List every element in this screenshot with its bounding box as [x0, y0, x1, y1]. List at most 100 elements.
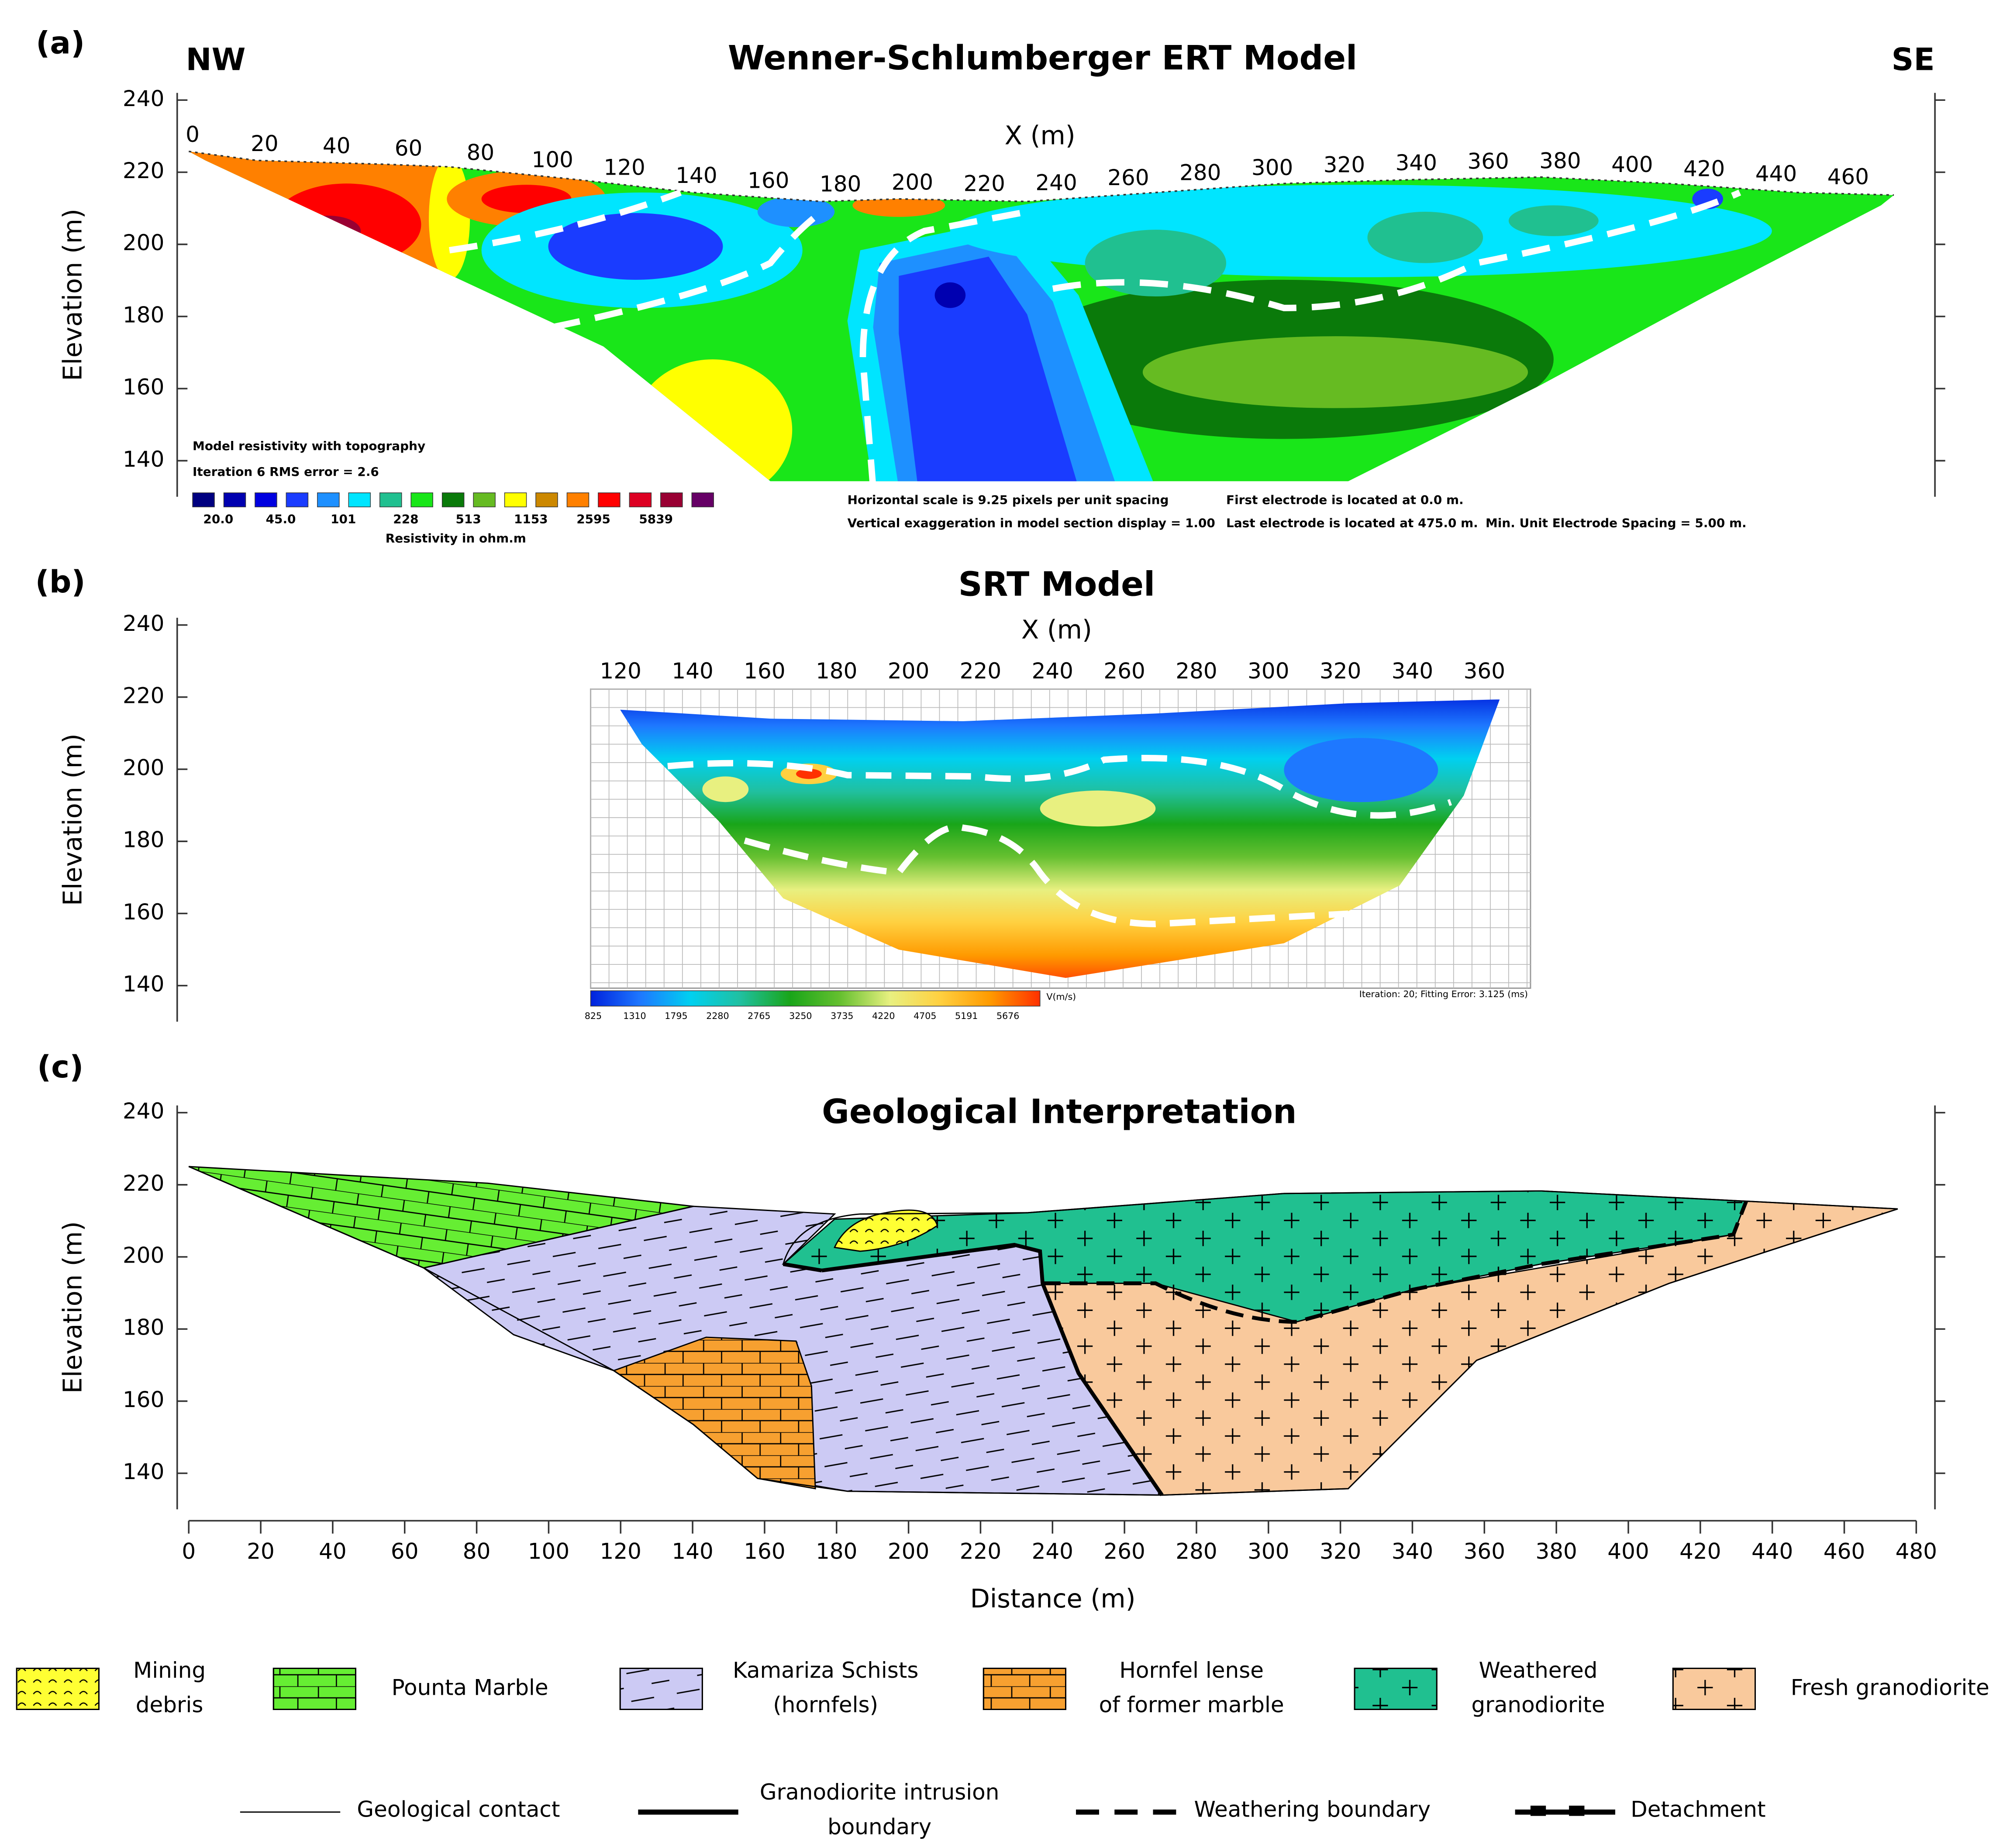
legend-line: boundary — [827, 1814, 931, 1839]
y-tick-label: 240 — [123, 611, 164, 636]
x-tick-label: 420 — [1683, 156, 1725, 182]
y-tick-label: 160 — [123, 899, 164, 925]
legend-line: Kamariza Schists — [733, 1657, 918, 1683]
y-tick-label: 140 — [123, 1459, 164, 1484]
x-tick-label: 0 — [182, 1538, 196, 1564]
note: Model resistivity with topography — [193, 439, 425, 453]
info-text: Last electrode is located at 475.0 m. — [1226, 516, 1478, 530]
y-tick-label: 220 — [123, 158, 164, 183]
x-tick-label: 420 — [1679, 1538, 1721, 1564]
x-tick-label: 180 — [820, 172, 861, 197]
colorbar-unit: V(m/s) — [1046, 991, 1076, 1002]
x-tick-label: 400 — [1611, 152, 1653, 177]
colorbar-label: 5839 — [639, 512, 673, 527]
legend-line: Fresh granodiorite — [1791, 1675, 1989, 1700]
y-axis-label: Elevation (m) — [58, 1221, 88, 1394]
x-tick-label: 20 — [251, 131, 279, 156]
x-tick-label: 40 — [323, 133, 351, 158]
legend-line: Detachment — [1631, 1796, 1765, 1822]
colorbar-swatch — [317, 492, 340, 507]
x-tick-label: 160 — [744, 658, 785, 684]
legend-label: Pounta Marble — [392, 1675, 548, 1700]
y-tick-label: 220 — [123, 683, 164, 708]
geo-unit — [834, 1210, 938, 1252]
x-tick-label: 340 — [1392, 658, 1433, 684]
x-tick-label: 460 — [1824, 1538, 1865, 1564]
panel-title: Geological Interpretation — [822, 1093, 1296, 1132]
x-tick-label: 340 — [1396, 150, 1437, 176]
legend-label: Geological contact — [357, 1796, 560, 1822]
panel-label: (a) — [36, 25, 85, 61]
geo-unit — [783, 1191, 1746, 1322]
x-tick-label: 0 — [186, 122, 200, 147]
legend-swatch-pattern — [272, 1667, 356, 1710]
legend-swatch-pattern — [16, 1667, 100, 1710]
x-tick-label: 440 — [1751, 1538, 1793, 1564]
x-tick-label: 320 — [1320, 1538, 1361, 1564]
colorbar-label: 5676 — [996, 1011, 1019, 1021]
colorbar-swatch — [348, 492, 371, 507]
legend-line: (hornfels) — [773, 1692, 878, 1717]
x-tick-label: 320 — [1320, 658, 1361, 684]
x-tick-label: 200 — [888, 1538, 929, 1564]
colorbar-swatch — [410, 492, 433, 507]
x-tick-label: 140 — [676, 163, 717, 188]
x-tick-label: 300 — [1251, 155, 1293, 180]
info-text: Min. Unit Electrode Spacing = 5.00 m. — [1486, 516, 1747, 530]
colorbar-label: 2765 — [748, 1011, 770, 1021]
legend-line: debris — [136, 1692, 203, 1717]
colorbar-swatch — [441, 492, 465, 507]
x-tick-label: 80 — [467, 140, 495, 165]
y-tick-label: 200 — [123, 1243, 164, 1268]
legend-line: Hornfel lense — [1119, 1657, 1264, 1683]
y-tick-label: 160 — [123, 1387, 164, 1412]
legend-line: Mining — [133, 1657, 206, 1683]
geo-unit — [189, 1167, 693, 1268]
colorbar-label: 4705 — [914, 1011, 936, 1021]
side-label: SE — [1892, 42, 1935, 78]
legend-label: Kamariza Schists (hornfels) — [733, 1657, 918, 1717]
x-tick-label: 280 — [1179, 160, 1221, 186]
y-tick-label: 240 — [123, 86, 164, 111]
colorbar-title: Resistivity in ohm.m — [386, 531, 526, 546]
colorbar-label: 20.0 — [203, 512, 233, 527]
legend: Mining debris Pounta Marble Kamariza Schist… — [16, 1657, 1989, 1839]
panels — [188, 151, 1898, 1497]
info-text: Vertical exaggeration in model section d… — [848, 516, 1215, 530]
info-text: Iteration: 20; Fitting Error: 3.125 (ms) — [1359, 989, 1528, 999]
x-tick-label: 360 — [1467, 148, 1509, 174]
legend-label: Mining debris — [133, 1657, 206, 1717]
legend-line: of former marble — [1099, 1692, 1284, 1717]
x-tick-label: 100 — [532, 147, 573, 172]
x-tick-label: 220 — [964, 171, 1005, 196]
colorbar-label: 3250 — [789, 1011, 812, 1021]
colorbar-swatch — [223, 492, 246, 507]
panel-label: (b) — [35, 564, 86, 600]
x-tick-label: 380 — [1539, 148, 1581, 174]
legend-swatch-pattern — [1354, 1667, 1438, 1710]
x-tick-label: 40 — [319, 1538, 347, 1564]
x-tick-label: 460 — [1827, 164, 1869, 189]
x-tick-label: 80 — [463, 1538, 491, 1564]
x-tick-label: 480 — [1896, 1538, 1937, 1564]
legend-label: Weathered granodiorite — [1472, 1657, 1605, 1717]
geo-unit — [614, 1337, 816, 1489]
y-tick-label: 200 — [123, 755, 164, 780]
colorbar-label: 1153 — [514, 512, 548, 527]
colorbar-label: 2595 — [576, 512, 610, 527]
colorbar-swatch — [473, 492, 496, 507]
geology — [188, 1166, 1898, 1497]
panel-title: SRT Model — [958, 565, 1155, 604]
y-tick-label: 220 — [123, 1170, 164, 1196]
geo-unit — [1042, 1201, 1898, 1495]
legend-line: Geological contact — [357, 1796, 560, 1822]
panel-title: Wenner-Schlumberger ERT Model — [728, 39, 1357, 78]
x-tick-label: 320 — [1324, 152, 1365, 178]
x-tick-label: 260 — [1107, 165, 1149, 190]
x-tick-label: 60 — [391, 1538, 419, 1564]
colorbar-label: 3735 — [831, 1011, 853, 1021]
x-tick-label: 240 — [1035, 170, 1077, 196]
colorbar-label: 825 — [585, 1011, 602, 1021]
x-axis-label: Distance (m) — [970, 1583, 1136, 1614]
